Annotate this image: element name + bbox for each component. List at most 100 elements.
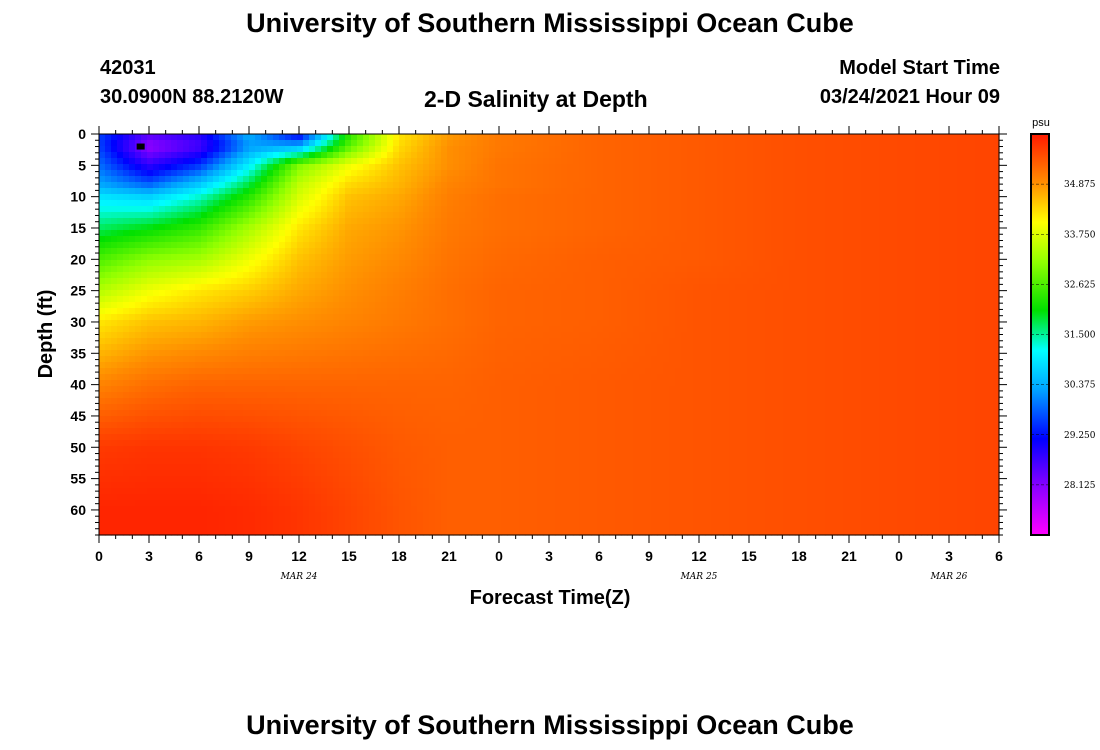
heatmap-cell bbox=[663, 134, 670, 141]
heatmap-cell bbox=[783, 320, 790, 327]
heatmap-cell bbox=[921, 320, 928, 327]
heatmap-cell bbox=[867, 254, 874, 261]
heatmap-cell bbox=[363, 326, 370, 333]
heatmap-cell bbox=[993, 254, 1000, 261]
heatmap-cell bbox=[489, 140, 496, 147]
heatmap-cell bbox=[645, 248, 652, 255]
heatmap-cell bbox=[285, 182, 292, 189]
heatmap-cell bbox=[981, 242, 988, 249]
heatmap-cell bbox=[273, 302, 280, 309]
heatmap-cell bbox=[363, 230, 370, 237]
heatmap-cell bbox=[111, 272, 118, 279]
heatmap-cell bbox=[627, 134, 634, 141]
heatmap-cell bbox=[651, 236, 658, 243]
heatmap-cell bbox=[423, 152, 430, 159]
heatmap-cell bbox=[951, 164, 958, 171]
heatmap-cell bbox=[663, 236, 670, 243]
heatmap-cell bbox=[525, 248, 532, 255]
heatmap-cell bbox=[393, 308, 400, 315]
heatmap-cell bbox=[327, 200, 334, 207]
heatmap-cell bbox=[705, 218, 712, 225]
heatmap-cell bbox=[399, 176, 406, 183]
heatmap-cell bbox=[399, 146, 406, 153]
heatmap-cell bbox=[885, 182, 892, 189]
heatmap-cell bbox=[579, 236, 586, 243]
heatmap-cell bbox=[405, 260, 412, 267]
heatmap-cell bbox=[141, 314, 148, 321]
heatmap-cell bbox=[609, 284, 616, 291]
heatmap-cell bbox=[267, 182, 274, 189]
heatmap-cell bbox=[327, 182, 334, 189]
heatmap-cell bbox=[117, 212, 124, 219]
heatmap-cell bbox=[927, 194, 934, 201]
heatmap-cell bbox=[291, 206, 298, 213]
heatmap-cell bbox=[939, 248, 946, 255]
heatmap-cell bbox=[273, 164, 280, 171]
heatmap-cell bbox=[759, 224, 766, 231]
heatmap-cell bbox=[309, 206, 316, 213]
heatmap-cell bbox=[435, 224, 442, 231]
heatmap-cell bbox=[225, 296, 232, 303]
heatmap-cell bbox=[459, 326, 466, 333]
heatmap-cell bbox=[951, 284, 958, 291]
heatmap-cell bbox=[753, 278, 760, 285]
heatmap-cell bbox=[987, 236, 994, 243]
heatmap-cell bbox=[831, 176, 838, 183]
heatmap-cell bbox=[303, 134, 310, 141]
heatmap-cell bbox=[141, 272, 148, 279]
heatmap-cell bbox=[825, 320, 832, 327]
heatmap-cell bbox=[351, 278, 358, 285]
heatmap-cell bbox=[915, 212, 922, 219]
heatmap-cell bbox=[357, 326, 364, 333]
heatmap-cell bbox=[489, 308, 496, 315]
heatmap-cell bbox=[675, 248, 682, 255]
heatmap-cell bbox=[705, 308, 712, 315]
heatmap-cell bbox=[549, 194, 556, 201]
heatmap-cell bbox=[801, 206, 808, 213]
heatmap-cell bbox=[273, 248, 280, 255]
heatmap-cell bbox=[879, 152, 886, 159]
heatmap-cell bbox=[177, 212, 184, 219]
heatmap-cell bbox=[963, 242, 970, 249]
heatmap-cell bbox=[405, 194, 412, 201]
heatmap-cell bbox=[813, 272, 820, 279]
heatmap-cell bbox=[447, 146, 454, 153]
heatmap-cell bbox=[339, 254, 346, 261]
heatmap-cell bbox=[507, 248, 514, 255]
heatmap-cell bbox=[159, 152, 166, 159]
heatmap-cell bbox=[435, 284, 442, 291]
heatmap-cell bbox=[405, 308, 412, 315]
heatmap-cell bbox=[669, 200, 676, 207]
heatmap-cell bbox=[453, 224, 460, 231]
heatmap-cell bbox=[333, 170, 340, 177]
heatmap-cell bbox=[231, 272, 238, 279]
heatmap-cell bbox=[933, 164, 940, 171]
heatmap-cell bbox=[771, 242, 778, 249]
heatmap-cell bbox=[771, 308, 778, 315]
heatmap-cell bbox=[981, 152, 988, 159]
heatmap-cell bbox=[285, 242, 292, 249]
heatmap-cell bbox=[885, 176, 892, 183]
heatmap-cell bbox=[207, 224, 214, 231]
heatmap-cell bbox=[951, 134, 958, 141]
heatmap-cell bbox=[957, 236, 964, 243]
heatmap-cell bbox=[135, 212, 142, 219]
heatmap-cell bbox=[135, 236, 142, 243]
heatmap-cell bbox=[183, 134, 190, 141]
heatmap-cell bbox=[375, 302, 382, 309]
heatmap-cell bbox=[231, 332, 238, 339]
heatmap-cell bbox=[771, 218, 778, 225]
heatmap-cell bbox=[855, 296, 862, 303]
heatmap-cell bbox=[591, 320, 598, 327]
heatmap-cell bbox=[903, 242, 910, 249]
heatmap-cell bbox=[471, 254, 478, 261]
heatmap-cell bbox=[477, 272, 484, 279]
heatmap-cell bbox=[837, 182, 844, 189]
heatmap-cell bbox=[363, 314, 370, 321]
heatmap-cell bbox=[507, 212, 514, 219]
heatmap-cell bbox=[321, 242, 328, 249]
heatmap-cell bbox=[117, 290, 124, 297]
heatmap-cell bbox=[417, 158, 424, 165]
heatmap-cell bbox=[117, 218, 124, 225]
heatmap-cell bbox=[831, 164, 838, 171]
